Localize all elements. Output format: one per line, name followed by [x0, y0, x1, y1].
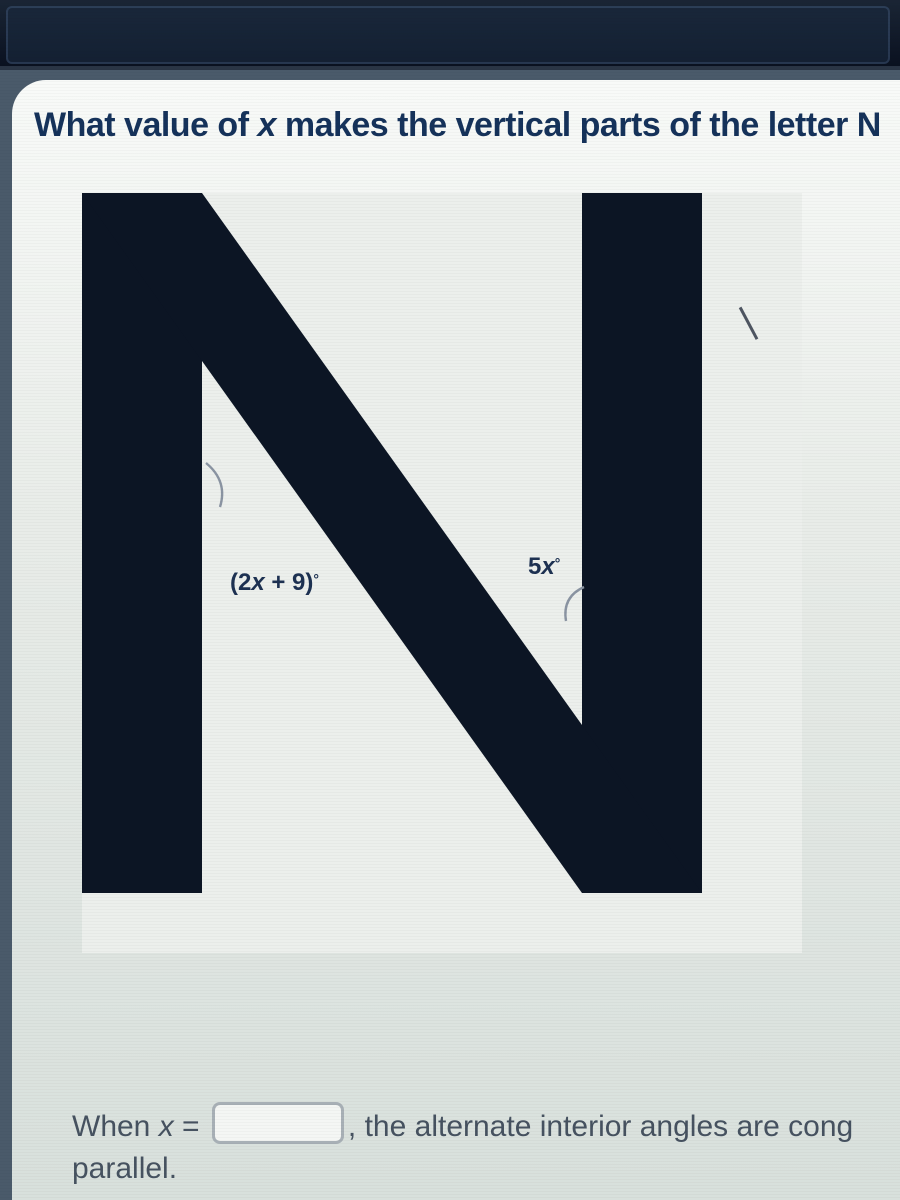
- angle-right-var: x: [541, 553, 554, 580]
- answer-sentence: When x = , the alternate interior angles…: [72, 1102, 900, 1144]
- angle-left-var: x: [251, 569, 264, 596]
- app-top-bar: [0, 0, 900, 70]
- angle-right-coeff: 5: [528, 553, 541, 580]
- question-text: What value of x makes the vertical parts…: [34, 106, 900, 145]
- question-suffix: makes the vertical parts of the letter N: [276, 106, 881, 144]
- arc-right-icon: [554, 583, 590, 623]
- angle-left-open: (2: [230, 569, 251, 596]
- answer-variable: x: [159, 1110, 174, 1143]
- angle-right-deg: °: [555, 555, 561, 571]
- question-card: What value of x makes the vertical parts…: [12, 80, 900, 1200]
- answer-prefix: When: [72, 1110, 159, 1143]
- answer-sentence-line2: parallel.: [72, 1152, 177, 1186]
- arc-left-icon: [202, 461, 236, 509]
- letter-n-figure: (2x + 9)° 5x°: [82, 193, 802, 953]
- angle-label-right: 5x°: [528, 553, 560, 581]
- answer-after: , the alternate interior angles are cong: [348, 1110, 853, 1143]
- angle-left-close: + 9): [265, 569, 314, 596]
- answer-equals: =: [174, 1110, 208, 1143]
- angle-left-deg: °: [313, 571, 319, 587]
- question-variable: x: [257, 106, 275, 144]
- angle-label-left: (2x + 9)°: [230, 569, 319, 597]
- letter-n-svg: [82, 193, 802, 953]
- answer-input[interactable]: [212, 1102, 344, 1144]
- question-prefix: What value of: [34, 106, 257, 144]
